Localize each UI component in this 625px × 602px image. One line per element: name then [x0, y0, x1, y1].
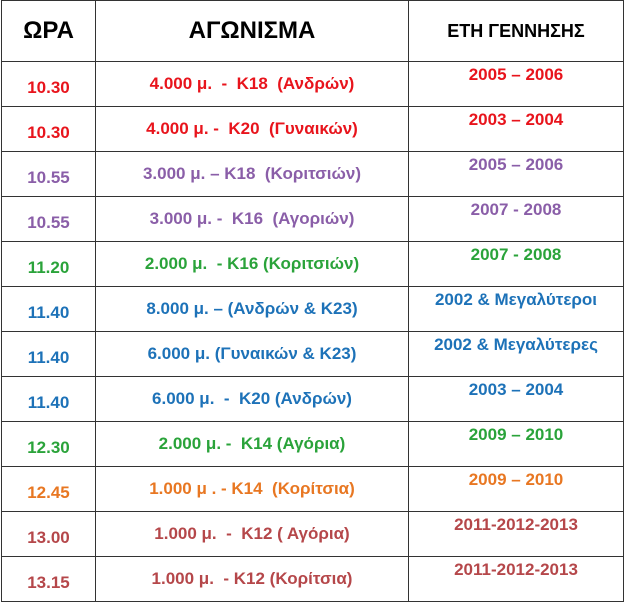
header-row: ΩΡΑ ΑΓΩΝΙΣΜΑ ΕΤΗ ΓΕΝΝΗΣΗΣ [1, 0, 624, 62]
event-cell: 3.000 μ. – Κ18 (Κοριτσιών) [95, 151, 409, 197]
schedule-row: 11.40 6.000 μ. (Γυναικών & Κ23) 2002 & Μεγ… [1, 331, 624, 377]
schedule-row: 12.45 1.000 μ . - Κ14 (Κορίτσια) 2009 – 20… [1, 466, 624, 512]
table-body: 10.30 4.000 μ. - Κ18 (Ανδρών) 2005 – 2006 1… [1, 61, 624, 602]
event-cell: 1.000 μ. - Κ12 ( Αγόρια) [95, 511, 409, 557]
event-cell: 2.000 μ. - Κ14 (Αγόρια) [95, 421, 409, 467]
event-cell: 8.000 μ. – (Ανδρών & Κ23) [95, 286, 409, 332]
years-cell: 2003 – 2004 [408, 106, 624, 152]
event-cell: 4.000 μ. - Κ18 (Ανδρών) [95, 61, 409, 107]
years-cell: 2005 – 2006 [408, 61, 624, 107]
time-cell: 10.55 [1, 151, 96, 197]
years-cell: 2002 & Μεγαλύτεροι [408, 286, 624, 332]
schedule-row: 10.55 3.000 μ. - Κ16 (Αγοριών) 2007 - 2008 [1, 196, 624, 242]
years-cell: 2002 & Μεγαλύτερες [408, 331, 624, 377]
years-cell: 2009 – 2010 [408, 421, 624, 467]
schedule-row: 11.40 8.000 μ. – (Ανδρών & Κ23) 2002 & Μεγ… [1, 286, 624, 332]
time-cell: 11.20 [1, 241, 96, 287]
time-cell: 11.40 [1, 286, 96, 332]
schedule-row: 10.30 4.000 μ. - Κ18 (Ανδρών) 2005 – 2006 [1, 61, 624, 107]
time-cell: 10.30 [1, 106, 96, 152]
time-cell: 12.45 [1, 466, 96, 512]
schedule-row: 11.40 6.000 μ. - Κ20 (Ανδρών) 2003 – 2004 [1, 376, 624, 422]
event-cell: 2.000 μ. - Κ16 (Κοριτσιών) [95, 241, 409, 287]
time-cell: 10.30 [1, 61, 96, 107]
time-cell: 13.00 [1, 511, 96, 557]
time-cell: 13.15 [1, 556, 96, 602]
time-cell: 11.40 [1, 331, 96, 377]
years-cell: 2009 – 2010 [408, 466, 624, 512]
event-cell: 6.000 μ. - Κ20 (Ανδρών) [95, 376, 409, 422]
event-cell: 1.000 μ. - Κ12 (Κορίτσια) [95, 556, 409, 602]
years-cell: 2003 – 2004 [408, 376, 624, 422]
years-cell: 2005 – 2006 [408, 151, 624, 197]
years-cell: 2007 - 2008 [408, 241, 624, 287]
time-cell: 10.55 [1, 196, 96, 242]
header-cell: ΩΡΑ [1, 0, 96, 62]
years-cell: 2011-2012-2013 [408, 556, 624, 602]
event-cell: 3.000 μ. - Κ16 (Αγοριών) [95, 196, 409, 242]
header-cell: ΕΤΗ ΓΕΝΝΗΣΗΣ [408, 0, 624, 62]
years-cell: 2007 - 2008 [408, 196, 624, 242]
event-cell: 1.000 μ . - Κ14 (Κορίτσια) [95, 466, 409, 512]
event-cell: 4.000 μ. - Κ20 (Γυναικών) [95, 106, 409, 152]
time-cell: 11.40 [1, 376, 96, 422]
years-cell: 2011-2012-2013 [408, 511, 624, 557]
schedule-row: 11.20 2.000 μ. - Κ16 (Κοριτσιών) 2007 - 20… [1, 241, 624, 287]
schedule-row: 10.55 3.000 μ. – Κ18 (Κοριτσιών) 2005 – 20… [1, 151, 624, 197]
time-cell: 12.30 [1, 421, 96, 467]
schedule-row: 10.30 4.000 μ. - Κ20 (Γυναικών) 2003 – 200… [1, 106, 624, 152]
schedule-row: 12.30 2.000 μ. - Κ14 (Αγόρια) 2009 – 2010 [1, 421, 624, 467]
event-cell: 6.000 μ. (Γυναικών & Κ23) [95, 331, 409, 377]
header-cell: ΑΓΩΝΙΣΜΑ [95, 0, 409, 62]
schedule-row: 13.00 1.000 μ. - Κ12 ( Αγόρια) 2011-2012-2… [1, 511, 624, 557]
schedule-row: 13.15 1.000 μ. - Κ12 (Κορίτσια) 2011-2012-… [1, 556, 624, 602]
